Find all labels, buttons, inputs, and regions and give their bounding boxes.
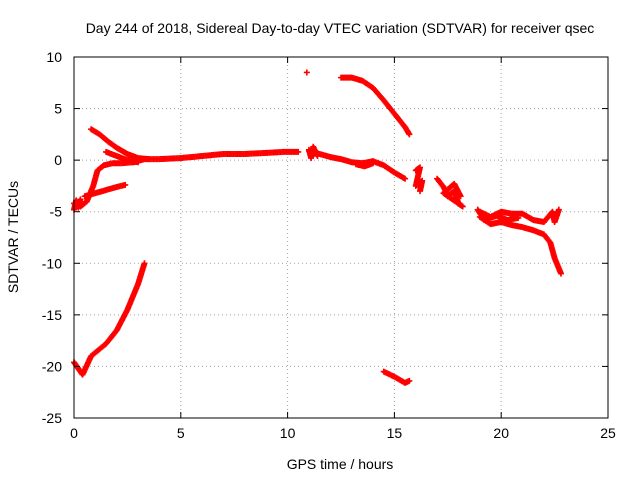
data-point: [406, 377, 413, 384]
x-axis-label: GPS time / hours: [287, 456, 394, 472]
series-arc-spike: [305, 143, 321, 162]
series-arc-main: [71, 148, 302, 210]
plot-frame: [73, 56, 609, 419]
series-arc-19-b: [476, 213, 565, 277]
data-point: [558, 270, 565, 277]
y-tick-label: 10: [46, 49, 62, 65]
data-point: [515, 214, 522, 221]
series-arc-point: [303, 69, 310, 76]
series-arc-low-left: [71, 260, 148, 378]
data-point: [141, 260, 148, 267]
chart-title: Day 244 of 2018, Sidereal Day-to-day VTE…: [86, 20, 595, 36]
series-arc-early-descend: [88, 126, 152, 163]
series-arc-short-1: [81, 181, 129, 200]
data-point: [417, 188, 424, 195]
series-arc-after16: [412, 164, 426, 195]
x-tick-label: 20: [493, 425, 509, 441]
series-arc-short-2: [103, 148, 142, 166]
data-points: [71, 69, 565, 386]
y-tick-label: 5: [54, 101, 62, 117]
y-tick-label: -5: [50, 204, 63, 220]
data-point: [122, 181, 129, 188]
y-tick-label: -15: [42, 307, 62, 323]
series-arc-ripple: [352, 160, 377, 170]
series-arc-17: [434, 175, 466, 210]
data-point: [314, 153, 321, 160]
series-arc-start: [71, 196, 84, 213]
y-axis-ticks: -25 -20 -15 -10 -5 0 5 10: [42, 49, 608, 426]
x-axis-ticks: 0 5 10 15 20 25: [70, 57, 616, 441]
y-axis-label: SDTVAR / TECUs: [5, 181, 21, 293]
y-tick-label: -25: [42, 410, 62, 426]
y-tick-label: -10: [42, 255, 62, 271]
series-arc-upper: [338, 74, 413, 138]
series-arc-low-mid: [380, 368, 413, 386]
data-point: [402, 175, 409, 182]
data-point: [406, 131, 413, 138]
y-tick-label: -20: [42, 358, 62, 374]
data-point: [555, 206, 562, 213]
x-tick-label: 0: [70, 425, 78, 441]
data-point: [135, 159, 142, 166]
x-tick-label: 15: [387, 425, 403, 441]
data-point: [77, 196, 84, 203]
data-point: [145, 156, 152, 163]
grid: [74, 57, 608, 418]
y-tick-label: 0: [54, 152, 62, 168]
x-tick-label: 25: [600, 425, 616, 441]
x-tick-label: 10: [280, 425, 296, 441]
x-tick-label: 5: [177, 425, 185, 441]
data-point: [457, 193, 464, 200]
series-arc-19-c: [474, 206, 522, 223]
data-point: [303, 69, 310, 76]
data-point: [370, 160, 377, 167]
data-point: [295, 148, 302, 155]
